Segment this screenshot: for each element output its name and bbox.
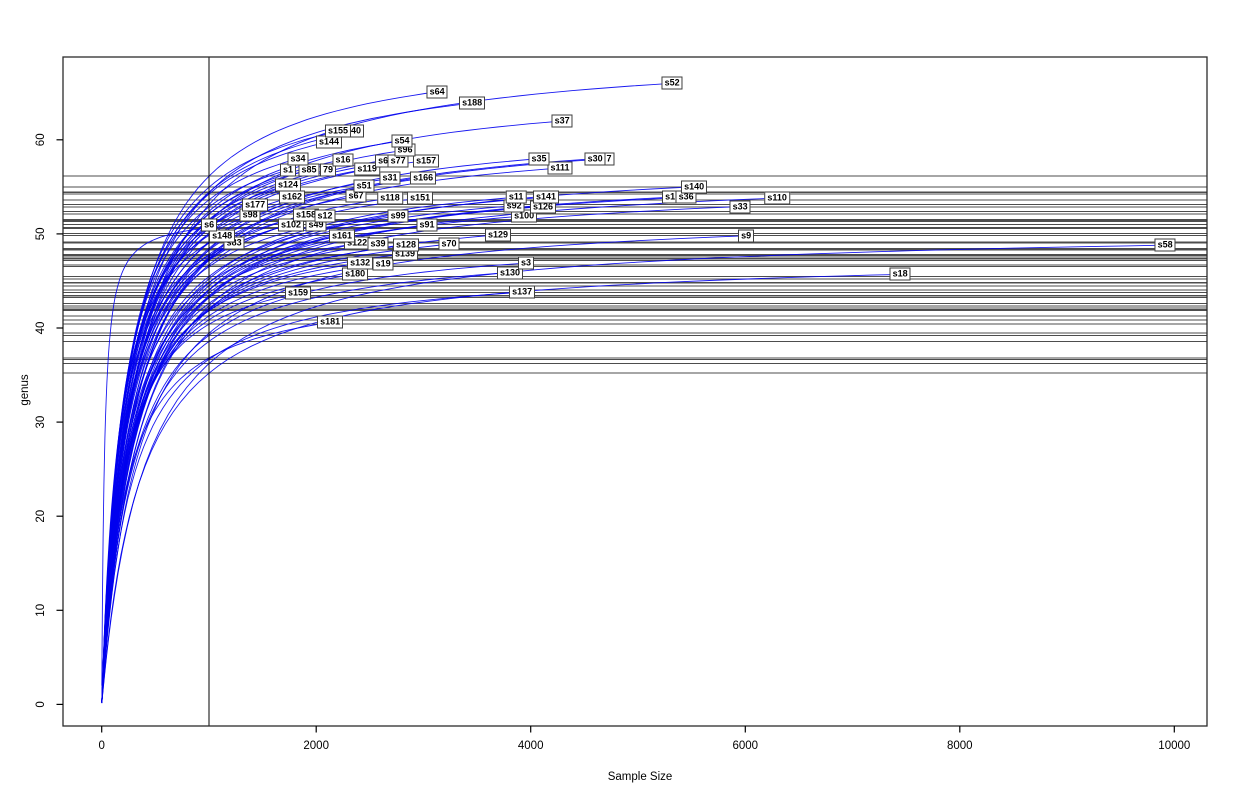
curve-s130 (101, 272, 511, 703)
y-tick-label: 40 (35, 322, 47, 335)
curve-s140 (101, 186, 695, 703)
curve-s141 (101, 196, 547, 703)
x-axis-title: Sample Size (607, 771, 673, 783)
curve-s129 (101, 234, 499, 703)
y-tick-label: 20 (35, 510, 47, 523)
x-tick-label: 2000 (303, 740, 329, 752)
y-tick-label: 60 (35, 133, 47, 146)
x-tick-label: 4000 (518, 740, 544, 752)
curve-s137 (101, 291, 523, 703)
y-tick-label: 50 (35, 228, 47, 241)
curve-7 (101, 158, 610, 703)
curve-s6 (101, 227, 210, 686)
y-tick-label: 30 (35, 416, 47, 429)
curve-s118 (101, 197, 391, 703)
curve-s100 (101, 215, 525, 703)
plot-frame (62, 56, 1208, 727)
x-tick-label: 8000 (947, 740, 973, 752)
curve-s64 (101, 91, 438, 702)
curve-s33 (101, 206, 741, 703)
curve-s70 (101, 243, 450, 703)
x-tick-label: 0 (98, 740, 104, 752)
curve-s188 (101, 102, 473, 702)
axes: 0 2000 4000 6000 8000 10000 0 10 20 30 40 50 60 (35, 56, 1208, 752)
curve-s9 (101, 235, 747, 703)
x-tick-label: 10000 (1158, 740, 1190, 752)
y-tick-label: 10 (35, 604, 47, 617)
x-tick-label: 6000 (733, 740, 759, 752)
curve-s36 (101, 196, 687, 703)
y-axis-title: genus (19, 374, 31, 406)
y-tick-label: 0 (35, 701, 47, 707)
curve-s151 (101, 197, 421, 703)
curve-s58 (101, 244, 1166, 704)
curve-s110 (101, 197, 778, 703)
curve-s18 (101, 273, 901, 704)
curve-s99 (101, 215, 399, 703)
